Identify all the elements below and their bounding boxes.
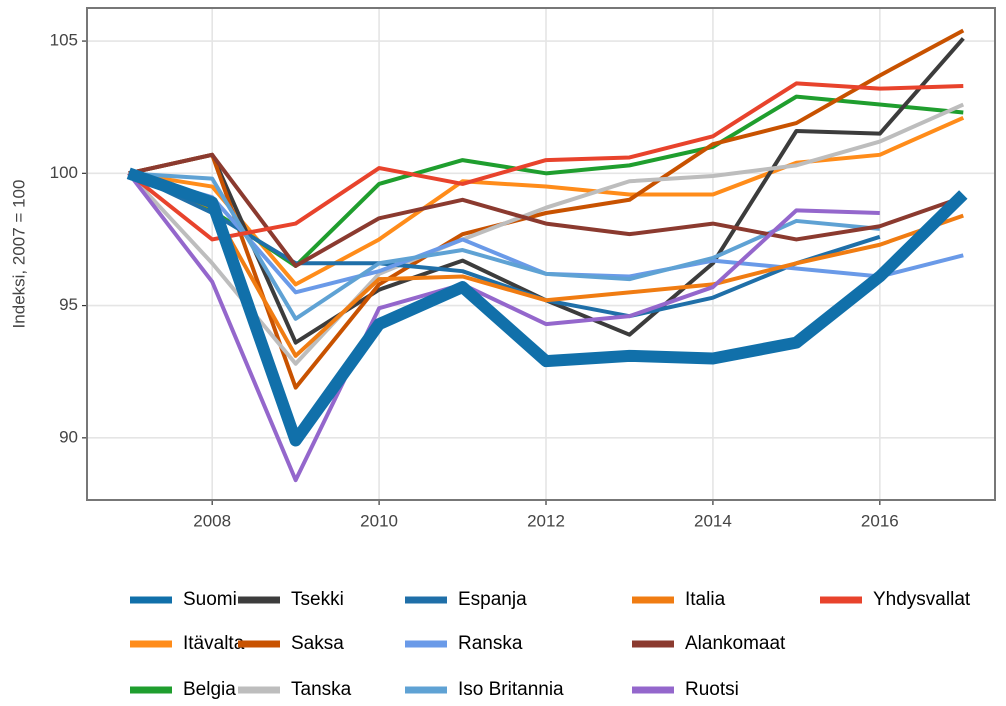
legend-label: Belgia (183, 679, 236, 700)
line (128, 171, 881, 321)
line (127, 102, 965, 366)
legend-label: Suomi (183, 589, 237, 610)
line (127, 171, 881, 319)
y-tick-label: 105 (50, 31, 78, 50)
legend-label: Espanja (458, 589, 527, 610)
legend-label: Tsekki (291, 589, 344, 610)
line (127, 171, 964, 358)
line (128, 115, 965, 287)
x-tick-label: 2014 (694, 511, 732, 530)
legend-label: Alankomaat (685, 633, 786, 654)
legend-label: Iso Britannia (458, 679, 564, 700)
y-tick-label: 95 (59, 295, 78, 314)
y-axis-label: Indeksi, 2007 = 100 (9, 180, 28, 329)
x-tick-label: 2012 (527, 511, 565, 530)
legend-label: Saksa (291, 633, 344, 654)
line (127, 81, 964, 242)
legend-label: Ranska (458, 633, 523, 654)
legend: Suomi Itävalta Belgia Tsekki Saksa Tanska Espa… (130, 589, 971, 700)
line (126, 167, 968, 447)
plot-border (86, 7, 996, 501)
legend-label: Ruotsi (685, 679, 739, 700)
x-tick-label: 2016 (861, 511, 899, 530)
y-tick-label: 90 (59, 427, 78, 446)
legend-label: Itävalta (183, 633, 245, 654)
legend-label: Yhdysvallat (873, 589, 971, 610)
x-tick-label: 2008 (193, 511, 231, 530)
legend-label: Italia (685, 589, 726, 610)
x-tick-label: 2010 (360, 511, 398, 530)
y-tick-label: 100 (50, 163, 78, 182)
legend-label: Tanska (291, 679, 352, 700)
line (127, 172, 880, 483)
